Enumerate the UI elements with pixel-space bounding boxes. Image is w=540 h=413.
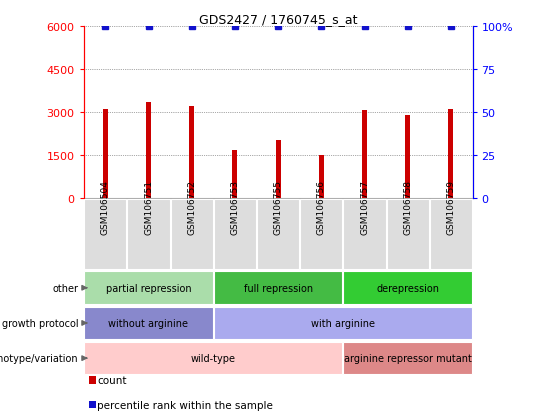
Bar: [146, 102, 151, 198]
Bar: [103, 110, 108, 198]
Text: GSM106755: GSM106755: [274, 180, 282, 235]
Text: growth protocol: growth protocol: [2, 318, 78, 328]
Bar: [189, 107, 194, 198]
Bar: [319, 155, 324, 198]
Bar: [362, 111, 367, 198]
Text: GSM106757: GSM106757: [360, 180, 369, 235]
Text: without arginine: without arginine: [109, 318, 188, 328]
Text: partial repression: partial repression: [106, 283, 191, 293]
Text: wild-type: wild-type: [191, 353, 236, 363]
Text: derepression: derepression: [376, 283, 439, 293]
Text: genotype/variation: genotype/variation: [0, 353, 78, 363]
Text: GSM106752: GSM106752: [187, 180, 196, 235]
Bar: [405, 115, 410, 198]
Bar: [448, 110, 454, 198]
Text: GSM106753: GSM106753: [231, 180, 239, 235]
Text: GSM106759: GSM106759: [447, 180, 455, 235]
Text: GSM106504: GSM106504: [101, 180, 110, 235]
Text: percentile rank within the sample: percentile rank within the sample: [97, 400, 273, 410]
Text: GSM106751: GSM106751: [144, 180, 153, 235]
Bar: [232, 151, 238, 198]
Text: with arginine: with arginine: [311, 318, 375, 328]
Text: other: other: [52, 283, 78, 293]
Text: count: count: [97, 375, 126, 385]
Text: arginine repressor mutant: arginine repressor mutant: [344, 353, 471, 363]
Title: GDS2427 / 1760745_s_at: GDS2427 / 1760745_s_at: [199, 13, 357, 26]
Text: GSM106756: GSM106756: [317, 180, 326, 235]
Text: GSM106758: GSM106758: [403, 180, 412, 235]
Bar: [275, 141, 281, 198]
Text: full repression: full repression: [244, 283, 313, 293]
